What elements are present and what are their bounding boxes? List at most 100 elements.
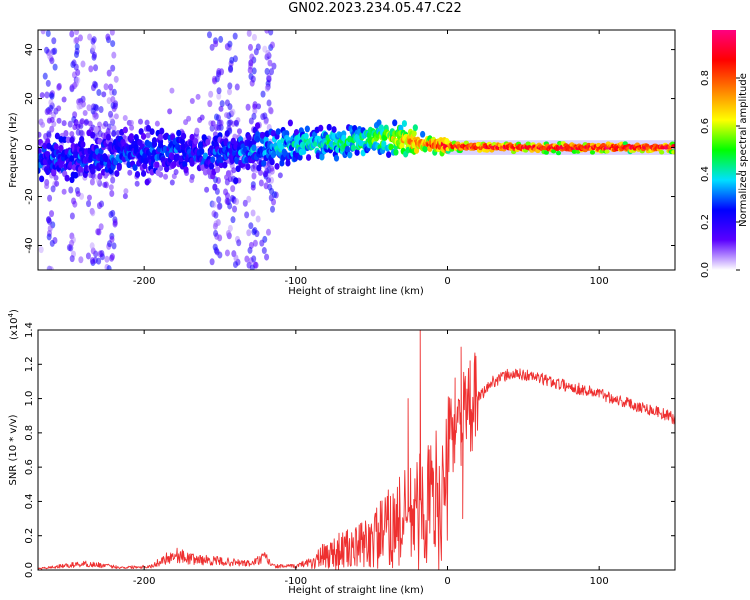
- heatmap-cell: [210, 156, 216, 164]
- heatmap-cell: [214, 166, 221, 174]
- heatmap-cell: [51, 168, 57, 176]
- heatmap-cell: [77, 165, 84, 173]
- heatmap-noise-cell: [49, 92, 55, 100]
- heatmap-cell: [97, 172, 103, 180]
- heatmap-noise-cell: [186, 115, 192, 122]
- heatmap-noise-cell: [262, 171, 268, 178]
- heatmap-noise-cell: [61, 96, 67, 103]
- heatmap-cell: [251, 144, 257, 152]
- heatmap-noise-cell: [103, 120, 109, 127]
- heatmap-noise-cell: [123, 188, 129, 195]
- heatmap-noise-cell: [45, 30, 51, 37]
- heatmap-cell: [381, 140, 387, 148]
- heatmap-noise-cell: [75, 190, 81, 197]
- heatmap-noise-cell: [108, 184, 114, 191]
- heatmap-cell: [326, 123, 332, 131]
- heatmap-noise-cell: [247, 246, 253, 254]
- heatmap-noise-cell: [69, 212, 75, 220]
- heatmap-noise-cell: [173, 169, 179, 176]
- chart-title: GN02.2023.234.05.47.C22: [288, 1, 462, 16]
- heatmap-noise-cell: [232, 205, 238, 213]
- heatmap-noise-cell: [46, 52, 52, 60]
- heatmap-noise-cell: [253, 261, 259, 269]
- heatmap-noise-cell: [268, 194, 274, 202]
- heatmap-noise-cell: [113, 75, 119, 83]
- heatmap-cell: [69, 136, 75, 144]
- heatmap-noise-cell: [74, 36, 80, 44]
- heatmap-noise-cell: [111, 88, 117, 96]
- heatmap-noise-cell: [259, 239, 265, 247]
- heatmap-noise-cell: [249, 53, 255, 61]
- heatmap-cell: [194, 127, 200, 135]
- heatmap-noise-cell: [68, 186, 74, 194]
- heatmap-cell: [398, 124, 404, 132]
- heatmap-cell: [181, 132, 187, 140]
- heatmap-noise-cell: [129, 124, 135, 131]
- heatmap-cell: [366, 131, 372, 139]
- heatmap-noise-cell: [96, 202, 102, 210]
- heatmap-noise-cell: [248, 222, 254, 230]
- heatmap-noise-cell: [213, 229, 219, 237]
- snr-series-line: [38, 330, 675, 570]
- heatmap-cell: [58, 144, 64, 152]
- heatmap-noise-cell: [69, 255, 75, 263]
- heatmap-cell: [80, 141, 86, 148]
- heatmap-noise-cell: [246, 229, 252, 237]
- heatmap-noise-cell: [47, 194, 53, 202]
- heatmap-cell: [134, 171, 141, 178]
- heatmap-cell: [393, 148, 399, 156]
- heatmap-noise-cell: [218, 35, 224, 43]
- heatmap-noise-cell: [67, 120, 73, 128]
- heatmap-noise-cell: [228, 64, 234, 72]
- heatmap-noise-cell: [251, 172, 257, 180]
- heatmap-cell: [64, 174, 70, 182]
- heatmap-noise-cell: [236, 239, 242, 247]
- heatmap-cell: [255, 122, 261, 130]
- heatmap-cell: [202, 152, 209, 160]
- heatmap-noise-cell: [88, 65, 94, 73]
- heatmap-cell: [199, 148, 205, 155]
- spectrogram-x-label: Height of straight line (km): [288, 286, 424, 297]
- y-tick-label: 40: [24, 43, 35, 56]
- heatmap-noise-cell: [110, 176, 116, 184]
- heatmap-cell: [388, 143, 394, 151]
- heatmap-cell: [205, 138, 211, 146]
- heatmap-noise-cell: [51, 37, 57, 45]
- heatmap-noise-cell: [76, 102, 82, 110]
- heatmap-noise-cell: [106, 69, 112, 77]
- y-tick-label: 0.6: [24, 459, 35, 475]
- heatmap-noise-cell: [45, 79, 51, 87]
- heatmap-cell: [350, 144, 357, 152]
- heatmap-noise-cell: [52, 63, 58, 71]
- heatmap-noise-cell: [100, 132, 106, 139]
- heatmap-cell: [65, 136, 71, 144]
- heatmap-noise-cell: [111, 51, 117, 59]
- heatmap-noise-cell: [87, 33, 93, 41]
- heatmap-noise-cell: [260, 113, 266, 121]
- heatmap-noise-cell: [109, 235, 115, 243]
- heatmap-cell: [422, 145, 428, 153]
- heatmap-noise-cell: [128, 119, 134, 126]
- heatmap-cell: [255, 135, 261, 143]
- heatmap-noise-cell: [269, 165, 275, 172]
- heatmap-noise-cell: [230, 108, 236, 116]
- heatmap-noise-cell: [224, 197, 230, 205]
- heatmap-noise-cell: [98, 105, 104, 113]
- heatmap-noise-cell: [230, 185, 236, 193]
- heatmap-noise-cell: [108, 83, 114, 91]
- heatmap-noise-cell: [230, 216, 236, 224]
- heatmap-cell: [140, 133, 147, 140]
- heatmap-cell: [116, 164, 122, 172]
- heatmap-noise-cell: [111, 124, 117, 132]
- heatmap-noise-cell: [233, 254, 239, 262]
- heatmap-noise-cell: [44, 91, 50, 99]
- heatmap-cell: [69, 155, 75, 162]
- heatmap-noise-cell: [40, 30, 46, 35]
- heatmap-noise-cell: [144, 119, 150, 126]
- heatmap-noise-cell: [232, 32, 238, 40]
- heatmap-cell: [571, 149, 577, 154]
- heatmap-noise-cell: [110, 40, 116, 48]
- heatmap-noise-cell: [84, 118, 90, 125]
- heatmap-cell: [53, 143, 59, 151]
- heatmap-noise-cell: [47, 224, 53, 232]
